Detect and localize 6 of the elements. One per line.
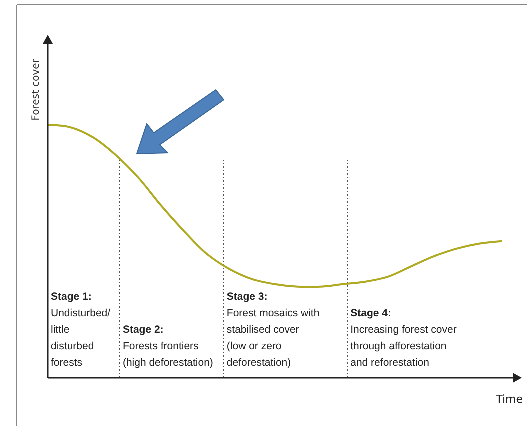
annotation: Stage 4: Increasing forest cover through afforestation and reforestation (350, 308, 458, 369)
y-axis-title: Forest cover (31, 58, 42, 121)
annotation: Stage 1: Undisturbed/ little disturbed forests (51, 291, 111, 369)
annotation: Stage 2: Forests frontiers (high deforestation) (122, 324, 214, 369)
annotation: Stage 3: Forest mosaics with stabilised cover (low or zero deforestation) (226, 291, 320, 369)
x-axis-title: Time (495, 393, 524, 406)
